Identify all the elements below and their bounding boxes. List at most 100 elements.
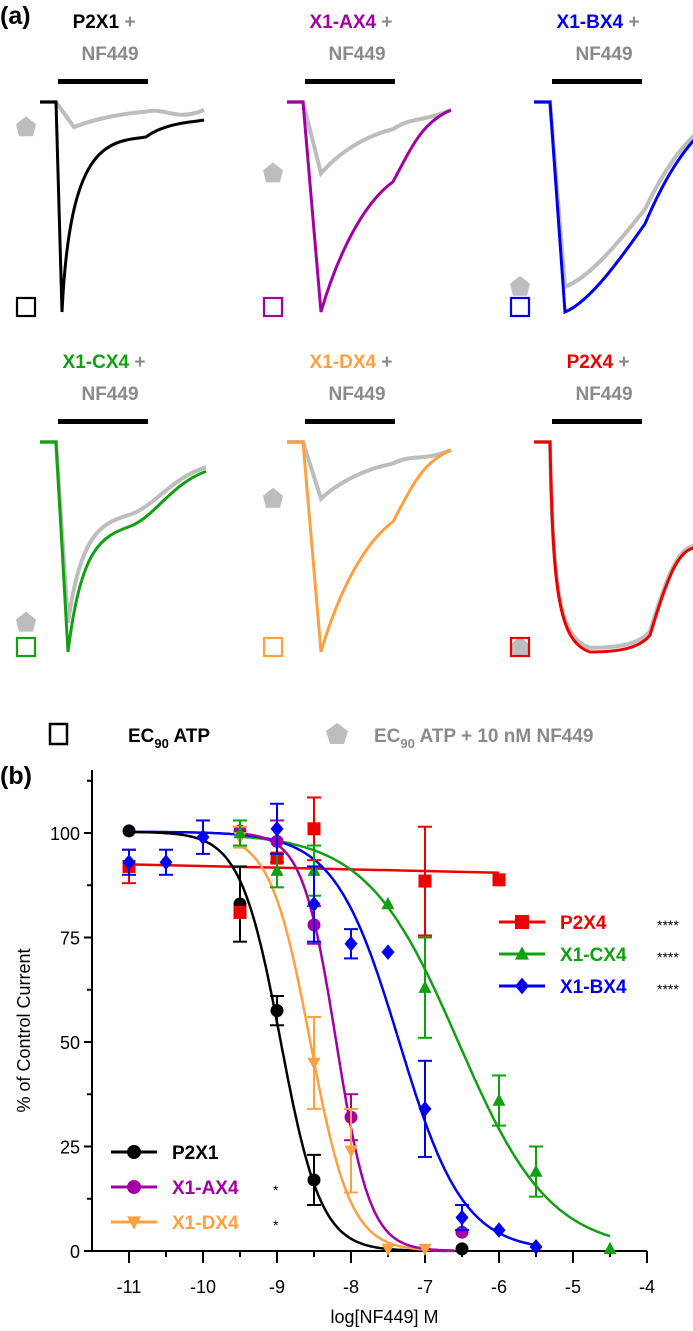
y-tick-label: 100 — [50, 824, 80, 844]
significance-marker: * — [273, 1217, 279, 1233]
drug-name: NF449 — [575, 44, 632, 65]
panel-a-label: (a) — [0, 2, 31, 30]
data-point-square — [233, 905, 247, 919]
x-tick-label: -10 — [190, 1277, 216, 1297]
control-square-icon — [509, 296, 531, 318]
legend-control-label: EC90 ATP — [128, 726, 210, 751]
control-square-icon — [48, 722, 69, 746]
control-trace — [40, 100, 205, 313]
control-trace — [287, 440, 452, 653]
legend-marker-diamond — [515, 977, 529, 995]
data-point-triangle-up — [233, 825, 247, 839]
control-square-icon — [262, 296, 284, 318]
data-points — [122, 796, 617, 1257]
significance-marker: * — [273, 1182, 279, 1198]
data-point-triangle-down — [307, 1057, 321, 1071]
agonist-application-bar — [58, 79, 148, 84]
fit-curve-p2x1 — [129, 830, 455, 1253]
data-point-square — [492, 873, 506, 887]
data-point-triangle-up — [492, 1093, 506, 1106]
data-point-triangle-up — [418, 980, 432, 993]
significance-marker: **** — [657, 949, 679, 965]
nf449-trace — [534, 440, 693, 650]
nf449-trace — [534, 100, 693, 290]
y-tick-label: 50 — [60, 1033, 80, 1053]
trace-title: P2X4 + — [567, 352, 630, 373]
legend-item-p2x1: P2X1 — [111, 1143, 219, 1164]
trace-title: X1-BX4 + — [557, 12, 640, 33]
trace-panel-p2x4: P2X4 + NF449 — [509, 352, 693, 658]
receptor-name: X1-CX4 — [63, 352, 130, 373]
significance-marker: **** — [657, 981, 679, 997]
y-tick-label: 25 — [60, 1138, 80, 1158]
data-point-circle — [122, 824, 136, 838]
data-point-circle — [455, 1225, 469, 1239]
trace-panel-x1-ax4: X1-AX4 + NF449 — [262, 12, 452, 318]
data-point-triangle-up — [603, 1241, 617, 1255]
x-tick-label: -9 — [269, 1277, 285, 1297]
data-point-diamond — [381, 944, 395, 960]
trace-title: X1-CX4 + — [63, 352, 146, 373]
nf449-pentagon-icon — [510, 636, 530, 657]
dose-response-chart: 0 25 50 75 100 -11 -10 -9 -8 -7 -6 -5 -4 P2X1 X1-AX4 *… — [14, 770, 679, 1327]
nf449-pentagon-icon — [263, 487, 283, 508]
trace-panel-x1-bx4: X1-BX4 + NF449 — [509, 12, 693, 318]
drug-name: NF449 — [575, 384, 632, 405]
control-trace — [534, 100, 693, 315]
drug-name: NF449 — [81, 384, 138, 405]
data-point-square — [307, 822, 321, 836]
data-point-circle — [270, 1004, 284, 1018]
nf449-pentagon-icon — [510, 275, 530, 296]
agonist-application-bar — [305, 79, 395, 84]
data-point-diamond — [455, 1209, 469, 1226]
data-point-triangle-up — [270, 863, 284, 876]
plus-sign: + — [623, 12, 639, 33]
legend-marker-circle — [127, 1180, 141, 1194]
data-point-diamond — [159, 854, 173, 871]
nf449-pentagon-icon — [263, 162, 283, 183]
x-tick-label: -7 — [417, 1277, 433, 1297]
trace-title: X1-AX4 + — [310, 12, 393, 33]
agonist-application-bar — [58, 419, 148, 424]
legend-item-p2x4: P2X4 **** — [499, 913, 679, 934]
agonist-application-bar — [552, 79, 642, 84]
legend-label: X1-DX4 — [172, 1213, 239, 1234]
legend-label: X1-AX4 — [172, 1178, 239, 1199]
fit-curve-x1-bx4 — [129, 830, 537, 1247]
control-trace — [40, 440, 207, 653]
data-point-triangle-up — [381, 896, 395, 910]
trace-panel-p2x1: P2X1 + NF449 — [15, 12, 205, 318]
axes: 0 25 50 75 100 -11 -10 -9 -8 -7 -6 -5 -4 — [50, 770, 655, 1297]
plus-sign: + — [119, 12, 135, 33]
panel-b-label: (b) — [0, 762, 32, 790]
nf449-pentagon-icon — [16, 611, 36, 632]
drug-name: NF449 — [328, 44, 385, 65]
x-axis-label: log[NF449] M — [330, 1307, 438, 1327]
trace-title: P2X1 + — [73, 12, 136, 33]
drug-name: NF449 — [81, 44, 138, 65]
control-square-icon — [15, 636, 37, 658]
legend-nf449-label: EC90 ATP + 10 nM NF449 — [374, 726, 594, 751]
data-point-diamond — [122, 854, 136, 871]
receptor-name: X1-BX4 — [557, 12, 624, 33]
y-tick-label: 0 — [70, 1242, 80, 1262]
nf449-trace — [287, 100, 452, 178]
trace-panel-x1-cx4: X1-CX4 + NF449 — [15, 352, 207, 658]
data-point-square — [418, 874, 432, 888]
data-point-triangle-down — [344, 1145, 358, 1158]
legend-marker-triangle-down — [127, 1216, 141, 1230]
data-point-diamond — [492, 1222, 506, 1238]
data-point-diamond — [196, 829, 210, 845]
data-point-diamond — [344, 935, 358, 952]
data-point-diamond — [418, 1101, 432, 1117]
trace-panel-x1-dx4: X1-DX4 + NF449 — [262, 352, 452, 658]
control-square-icon — [15, 296, 37, 318]
x-tick-label: -11 — [117, 1277, 142, 1297]
panel-a-legend: EC90 ATP EC90 ATP + 10 nM NF449 — [48, 722, 594, 751]
legend-item-x1-bx4: X1-BX4 **** — [499, 977, 679, 998]
fit-curve-x1-dx4 — [239, 844, 455, 1252]
drug-name: NF449 — [328, 384, 385, 405]
significance-marker: **** — [657, 917, 679, 933]
